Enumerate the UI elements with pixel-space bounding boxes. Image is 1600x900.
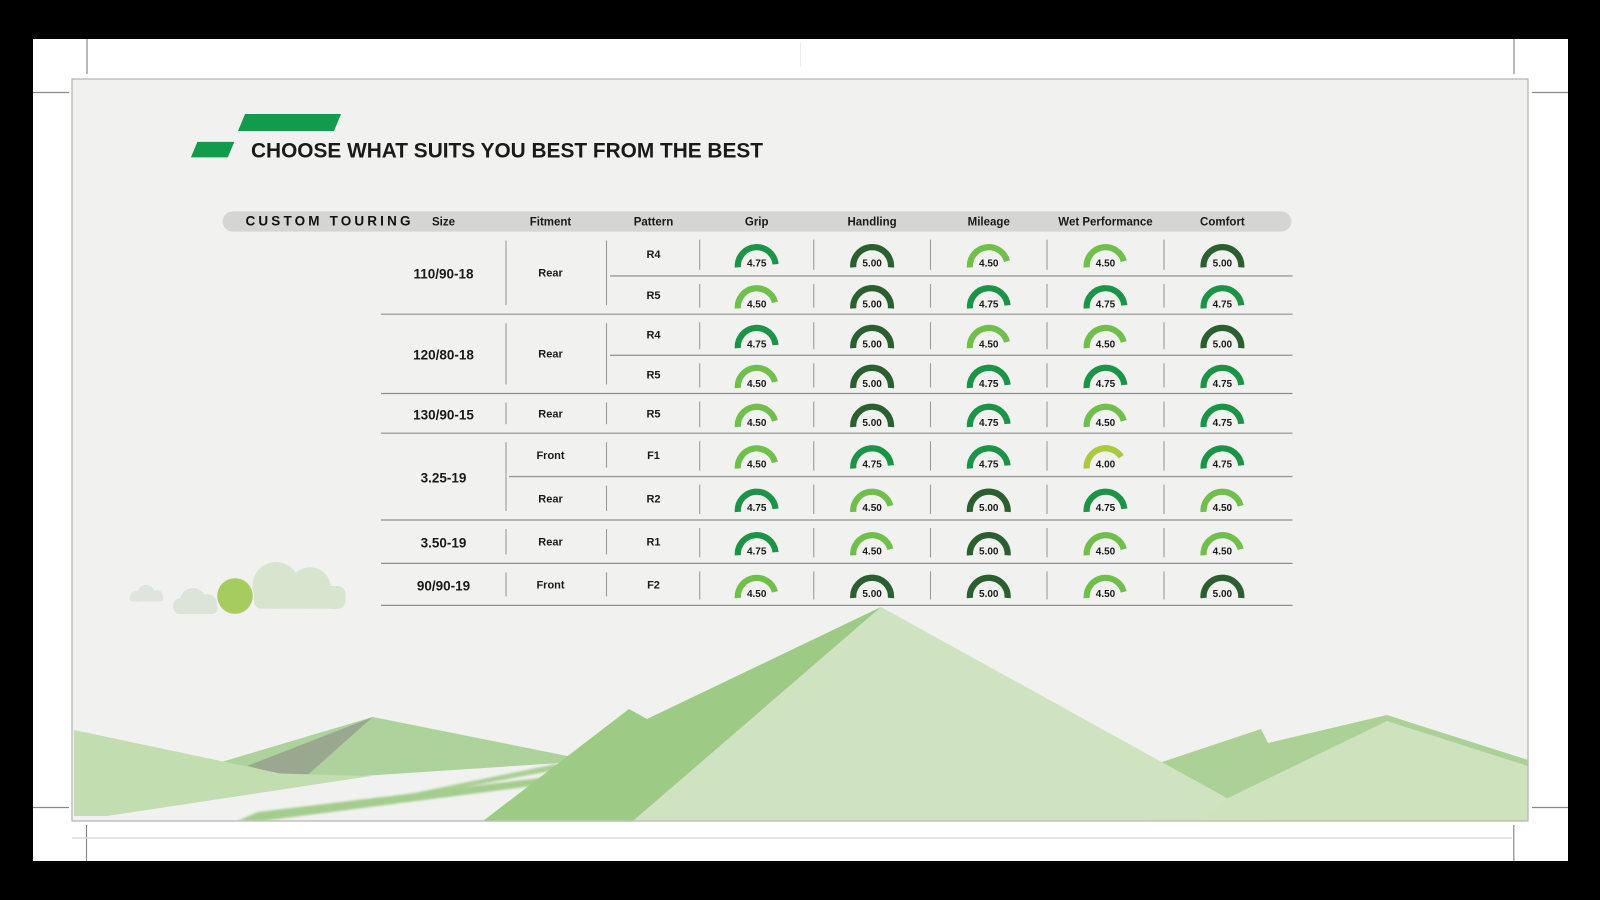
svg-text:Rear: Rear [538,349,563,361]
svg-text:CHOOSE WHAT SUITS YOU BEST FRO: CHOOSE WHAT SUITS YOU BEST FROM THE BEST [251,138,763,162]
svg-text:R4: R4 [646,249,661,261]
svg-text:4.75: 4.75 [862,460,882,471]
svg-text:Fitment: Fitment [530,217,572,229]
svg-text:5.00: 5.00 [862,339,882,350]
svg-text:R1: R1 [646,537,660,549]
svg-text:4.75: 4.75 [1213,379,1233,390]
svg-text:4.50: 4.50 [1096,589,1116,600]
svg-text:4.50: 4.50 [1096,547,1116,558]
svg-text:Comfort: Comfort [1200,217,1245,229]
svg-text:Grip: Grip [745,217,769,229]
svg-text:4.50: 4.50 [747,418,767,429]
svg-text:4.50: 4.50 [747,300,767,311]
svg-text:4.00: 4.00 [1096,460,1116,471]
svg-text:4.75: 4.75 [1213,460,1233,471]
svg-text:R5: R5 [646,369,660,381]
svg-text:5.00: 5.00 [1213,259,1233,270]
svg-text:Front: Front [536,450,564,462]
svg-text:F2: F2 [647,579,660,591]
svg-text:4.50: 4.50 [747,460,767,471]
svg-text:5.00: 5.00 [979,547,999,558]
svg-text:4.75: 4.75 [1096,503,1116,514]
svg-text:5.00: 5.00 [862,259,882,270]
svg-text:R4: R4 [646,330,661,342]
svg-text:Wet Performance: Wet Performance [1058,217,1152,229]
svg-text:4.50: 4.50 [1213,547,1233,558]
svg-text:4.75: 4.75 [979,418,999,429]
svg-text:R2: R2 [646,493,660,505]
svg-text:5.00: 5.00 [1213,589,1233,600]
svg-text:120/80-18: 120/80-18 [413,348,474,363]
svg-text:4.50: 4.50 [979,259,999,270]
svg-text:130/90-15: 130/90-15 [413,407,474,422]
svg-text:5.00: 5.00 [862,379,882,390]
svg-text:4.50: 4.50 [1213,503,1233,514]
svg-text:5.00: 5.00 [862,418,882,429]
svg-text:Handling: Handling [847,217,896,229]
svg-text:5.00: 5.00 [862,589,882,600]
svg-text:3.50-19: 3.50-19 [421,536,467,551]
svg-text:Pattern: Pattern [634,217,674,229]
svg-text:Rear: Rear [538,537,563,549]
svg-text:4.75: 4.75 [979,460,999,471]
svg-text:R5: R5 [646,408,660,420]
svg-text:Size: Size [432,217,455,229]
svg-text:F1: F1 [647,450,660,462]
svg-text:4.75: 4.75 [1213,300,1233,311]
svg-text:4.50: 4.50 [747,589,767,600]
svg-text:Mileage: Mileage [968,217,1010,229]
svg-text:Rear: Rear [538,493,563,505]
svg-text:4.75: 4.75 [979,300,999,311]
svg-text:4.75: 4.75 [979,379,999,390]
svg-text:3.25-19: 3.25-19 [421,471,467,486]
svg-text:5.00: 5.00 [862,300,882,311]
svg-text:4.75: 4.75 [1096,379,1116,390]
svg-text:4.50: 4.50 [1096,418,1116,429]
svg-text:Rear: Rear [538,408,563,420]
svg-text:4.75: 4.75 [747,259,767,270]
svg-text:4.50: 4.50 [747,379,767,390]
svg-text:4.75: 4.75 [1213,418,1233,429]
svg-text:4.50: 4.50 [862,503,882,514]
svg-text:Rear: Rear [538,268,563,280]
svg-text:4.75: 4.75 [747,547,767,558]
svg-text:4.75: 4.75 [747,339,767,350]
svg-text:4.50: 4.50 [1096,259,1116,270]
svg-text:Front: Front [536,579,564,591]
svg-text:5.00: 5.00 [979,589,999,600]
svg-text:4.75: 4.75 [1096,300,1116,311]
svg-text:4.50: 4.50 [1096,339,1116,350]
svg-text:90/90-19: 90/90-19 [417,578,470,593]
svg-text:5.00: 5.00 [979,503,999,514]
svg-text:R5: R5 [646,290,660,302]
svg-text:4.50: 4.50 [862,547,882,558]
svg-text:4.75: 4.75 [747,503,767,514]
svg-text:5.00: 5.00 [1213,339,1233,350]
svg-text:110/90-18: 110/90-18 [413,267,474,282]
svg-text:4.50: 4.50 [979,339,999,350]
